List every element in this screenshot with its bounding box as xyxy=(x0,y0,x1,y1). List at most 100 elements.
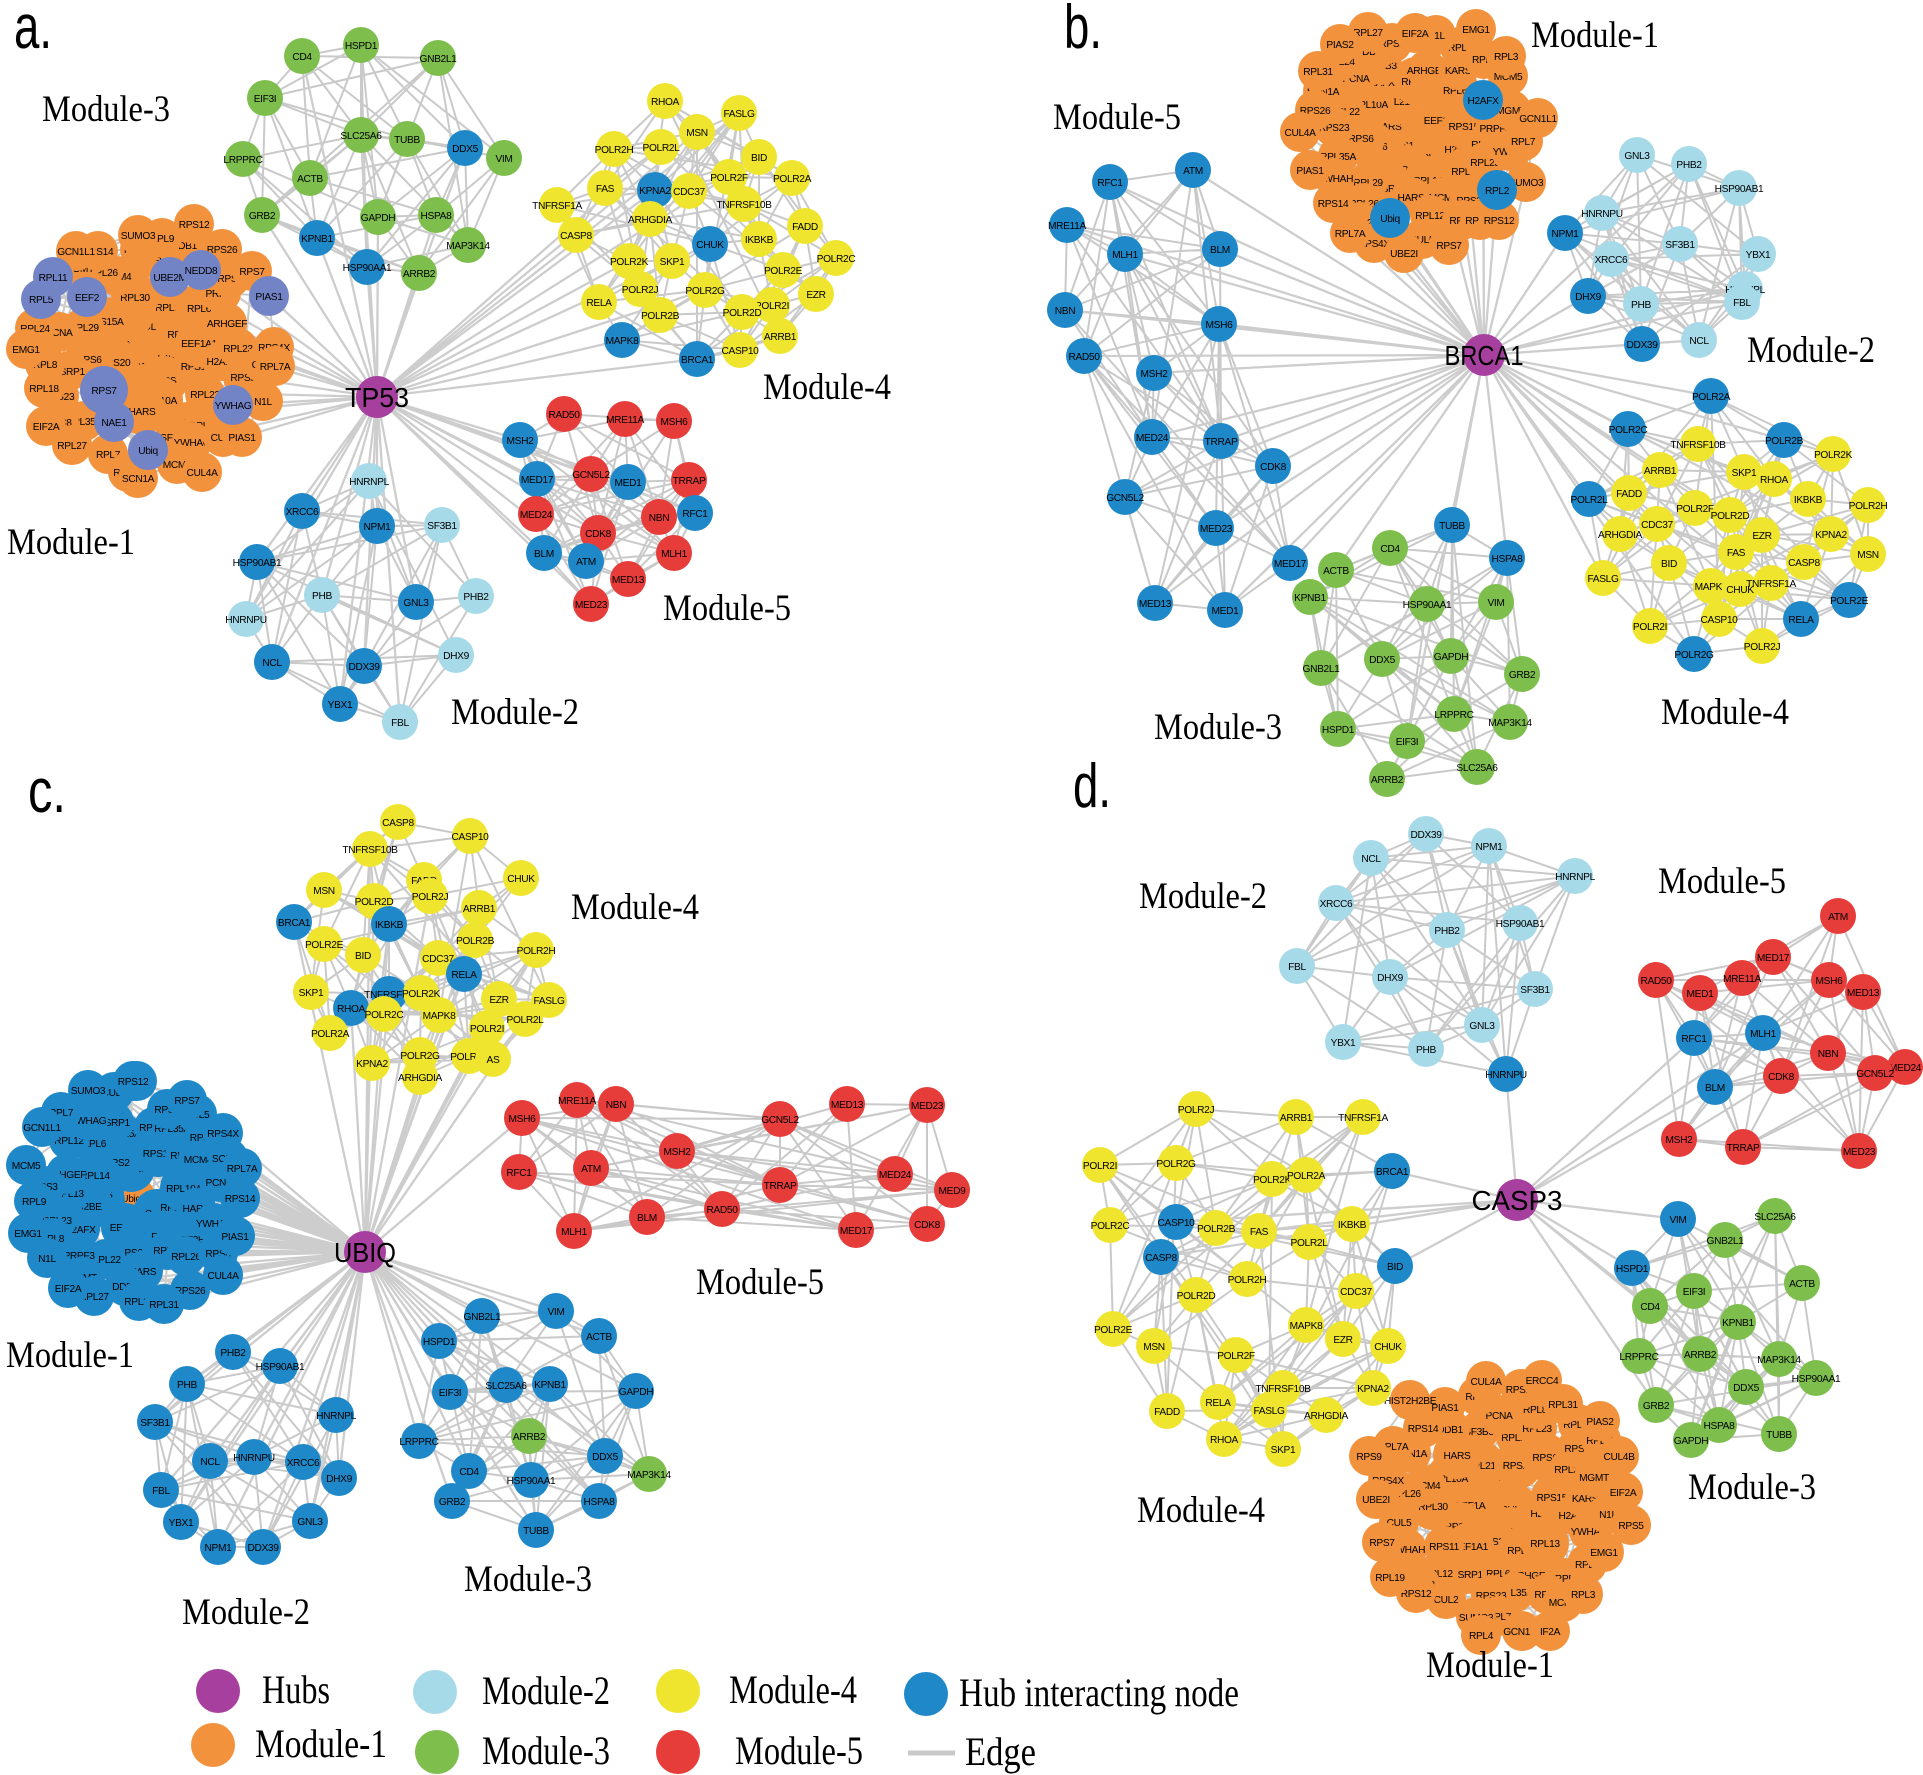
svg-text:RPS14: RPS14 xyxy=(225,1194,256,1205)
svg-text:ATM: ATM xyxy=(576,557,596,568)
svg-text:DDB1: DDB1 xyxy=(171,241,197,252)
svg-text:DHX9: DHX9 xyxy=(443,651,469,662)
svg-text:POLR2J: POLR2J xyxy=(412,892,449,903)
svg-text:MED13: MED13 xyxy=(1847,988,1880,999)
svg-text:RAD50: RAD50 xyxy=(706,1205,738,1216)
svg-text:NBN: NBN xyxy=(1818,1049,1838,1060)
svg-text:EIF3I: EIF3I xyxy=(1683,1287,1706,1298)
svg-text:ARRB2: ARRB2 xyxy=(403,269,436,280)
svg-text:TARS: TARS xyxy=(1376,122,1402,133)
svg-text:POLR2F: POLR2F xyxy=(1217,1351,1255,1362)
svg-text:MLH1: MLH1 xyxy=(661,549,687,560)
svg-text:SKP1: SKP1 xyxy=(1732,468,1757,479)
svg-text:PHB2: PHB2 xyxy=(1434,926,1460,937)
svg-text:GAPDH: GAPDH xyxy=(1434,652,1468,663)
svg-text:Module-4: Module-4 xyxy=(729,1667,857,1712)
svg-text:Module-1: Module-1 xyxy=(1531,15,1659,56)
svg-text:CASP10: CASP10 xyxy=(1701,615,1739,626)
svg-text:Module-4: Module-4 xyxy=(571,887,699,928)
svg-text:POLR2L: POLR2L xyxy=(1291,1238,1329,1249)
svg-text:UBE2M: UBE2M xyxy=(153,273,186,284)
svg-text:XRCC6: XRCC6 xyxy=(286,507,319,518)
svg-text:RPL29: RPL29 xyxy=(1501,1433,1531,1444)
svg-text:RPL30: RPL30 xyxy=(1451,167,1481,178)
svg-text:MSN: MSN xyxy=(1857,550,1879,561)
svg-text:HSPA8: HSPA8 xyxy=(421,211,453,222)
svg-text:PHB2: PHB2 xyxy=(220,1348,246,1359)
svg-text:MSH2: MSH2 xyxy=(1666,1135,1694,1146)
svg-text:FBL: FBL xyxy=(1733,298,1751,309)
svg-text:PHB: PHB xyxy=(177,1380,197,1391)
svg-text:PRPF3: PRPF3 xyxy=(63,1251,95,1262)
svg-text:UBE2I: UBE2I xyxy=(1390,249,1418,260)
svg-text:EMG1: EMG1 xyxy=(12,345,40,356)
svg-text:RPS2: RPS2 xyxy=(217,274,243,285)
svg-text:RPL14: RPL14 xyxy=(1413,176,1443,187)
svg-text:RAD50: RAD50 xyxy=(548,410,580,421)
svg-text:RFC1: RFC1 xyxy=(1097,178,1123,189)
svg-text:H2AFX: H2AFX xyxy=(1467,96,1499,107)
svg-text:HSPA8: HSPA8 xyxy=(1492,554,1524,565)
svg-text:EZR: EZR xyxy=(1752,531,1771,542)
svg-text:Module-1: Module-1 xyxy=(7,522,135,563)
svg-text:RPL12: RPL12 xyxy=(54,1136,84,1147)
svg-text:MAPK8: MAPK8 xyxy=(1695,582,1728,593)
svg-text:RPL6: RPL6 xyxy=(82,1139,107,1150)
svg-text:RPL9: RPL9 xyxy=(150,234,175,245)
svg-text:Ubiq: Ubiq xyxy=(138,446,158,457)
svg-text:IKBKB: IKBKB xyxy=(375,920,404,931)
svg-text:MGMT: MGMT xyxy=(1579,1473,1609,1484)
svg-text:RELA: RELA xyxy=(586,298,612,309)
svg-text:Module-1: Module-1 xyxy=(6,1335,134,1376)
svg-text:GNL3: GNL3 xyxy=(1624,151,1650,162)
svg-text:CHUK: CHUK xyxy=(507,874,535,885)
svg-text:EEF1A1: EEF1A1 xyxy=(1452,1542,1489,1553)
svg-text:ARRB2: ARRB2 xyxy=(1684,1350,1717,1361)
svg-text:RPS8: RPS8 xyxy=(205,1249,231,1260)
svg-text:POLR2F: POLR2F xyxy=(1676,504,1714,515)
svg-text:RPS3: RPS3 xyxy=(230,373,256,384)
svg-text:MSH2: MSH2 xyxy=(664,1147,692,1158)
svg-text:BLM: BLM xyxy=(637,1213,657,1224)
svg-text:RPL12: RPL12 xyxy=(1415,211,1445,222)
svg-text:YWHAG: YWHAG xyxy=(174,438,211,449)
svg-text:CUL4A: CUL4A xyxy=(186,468,218,479)
svg-text:ARHGDIA: ARHGDIA xyxy=(628,215,673,226)
svg-text:SLC25A6: SLC25A6 xyxy=(340,131,382,142)
svg-text:RPL23: RPL23 xyxy=(1522,1424,1552,1435)
svg-text:RPS5: RPS5 xyxy=(1618,1521,1644,1532)
svg-text:EMG1: EMG1 xyxy=(1462,25,1490,36)
svg-text:RPL10A: RPL10A xyxy=(166,1184,202,1195)
svg-text:RPL7A: RPL7A xyxy=(227,1164,258,1175)
svg-text:RPS15A: RPS15A xyxy=(1537,1493,1575,1504)
svg-text:MED24: MED24 xyxy=(879,1170,912,1181)
svg-text:Ubiq: Ubiq xyxy=(1380,214,1400,225)
svg-text:RPS16: RPS16 xyxy=(181,362,212,373)
svg-text:SKP1: SKP1 xyxy=(1271,1445,1296,1456)
svg-text:RELA: RELA xyxy=(1788,615,1814,626)
svg-text:POLR2E: POLR2E xyxy=(1094,1325,1133,1336)
svg-text:GNL3: GNL3 xyxy=(297,1517,323,1528)
svg-text:NBN: NBN xyxy=(649,513,669,524)
svg-text:CASP8: CASP8 xyxy=(560,231,592,242)
svg-text:RHOA: RHOA xyxy=(1210,1435,1239,1446)
svg-text:BLM: BLM xyxy=(1705,1083,1725,1094)
svg-text:CUL4A: CUL4A xyxy=(1284,128,1316,139)
svg-text:ARRB2: ARRB2 xyxy=(513,1432,546,1443)
svg-text:LRPPRC: LRPPRC xyxy=(223,155,262,166)
svg-text:FBL: FBL xyxy=(152,1486,170,1497)
svg-text:FADD: FADD xyxy=(1616,489,1642,500)
svg-text:H2AFX: H2AFX xyxy=(64,1225,96,1236)
svg-text:NBN: NBN xyxy=(1055,306,1075,317)
svg-text:MRE11A: MRE11A xyxy=(1723,974,1761,985)
svg-text:PIAS2: PIAS2 xyxy=(1586,1417,1614,1428)
svg-text:HSP90AA1: HSP90AA1 xyxy=(1403,600,1452,611)
svg-text:FBL: FBL xyxy=(391,718,409,729)
svg-text:MED23: MED23 xyxy=(911,1101,944,1112)
svg-text:CDK8: CDK8 xyxy=(914,1220,940,1231)
svg-text:KARS: KARS xyxy=(1445,66,1472,77)
svg-text:DHX9: DHX9 xyxy=(1377,973,1403,984)
svg-text:SLC25A6: SLC25A6 xyxy=(485,1381,527,1392)
svg-text:RPS6: RPS6 xyxy=(1532,1453,1558,1464)
svg-text:POLR2D: POLR2D xyxy=(723,308,762,319)
